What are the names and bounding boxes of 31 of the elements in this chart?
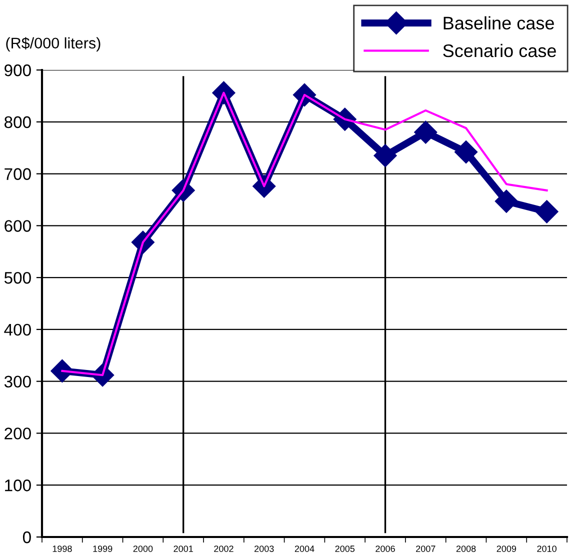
- x-tick-label: 1998: [52, 546, 72, 552]
- x-tick-label: 2000: [133, 546, 153, 552]
- point: [535, 200, 558, 224]
- y-tick-label: 300: [4, 376, 31, 388]
- y-tick-label: 700: [4, 168, 31, 180]
- x-tick-label: 2009: [496, 546, 516, 552]
- y-tick-label: 100: [5, 480, 31, 492]
- point: [374, 144, 397, 168]
- x-tick-label: 2007: [416, 546, 436, 552]
- point: [494, 190, 518, 213]
- x-tick-label: 2004: [294, 546, 314, 552]
- y-tick-label: 600: [4, 220, 31, 232]
- x-tick-label: 2003: [254, 546, 274, 552]
- y-tick-label: 0: [22, 531, 31, 544]
- y-tick-label: 200: [4, 428, 31, 440]
- x-tick-label: 2005: [335, 546, 355, 552]
- y-tick-label: 400: [4, 324, 31, 336]
- y-tick-label: 500: [4, 272, 31, 284]
- y-tick-label: 900: [4, 64, 31, 76]
- y-axis-title: (R$/000 liters): [6, 37, 100, 52]
- legend-label: Baseline case: [444, 16, 554, 30]
- point: [414, 120, 438, 144]
- x-tick-label: 2006: [376, 546, 395, 552]
- point: [454, 140, 478, 164]
- x-tick-label: 2008: [456, 546, 476, 552]
- legend-label: Scenario case: [443, 44, 556, 58]
- x-tick-label: 2001: [174, 546, 193, 552]
- x-tick-label: 2010: [537, 546, 556, 552]
- y-tick-label: 800: [4, 116, 31, 128]
- x-tick-label: 1999: [93, 546, 112, 552]
- x-tick-label: 2002: [214, 546, 234, 552]
